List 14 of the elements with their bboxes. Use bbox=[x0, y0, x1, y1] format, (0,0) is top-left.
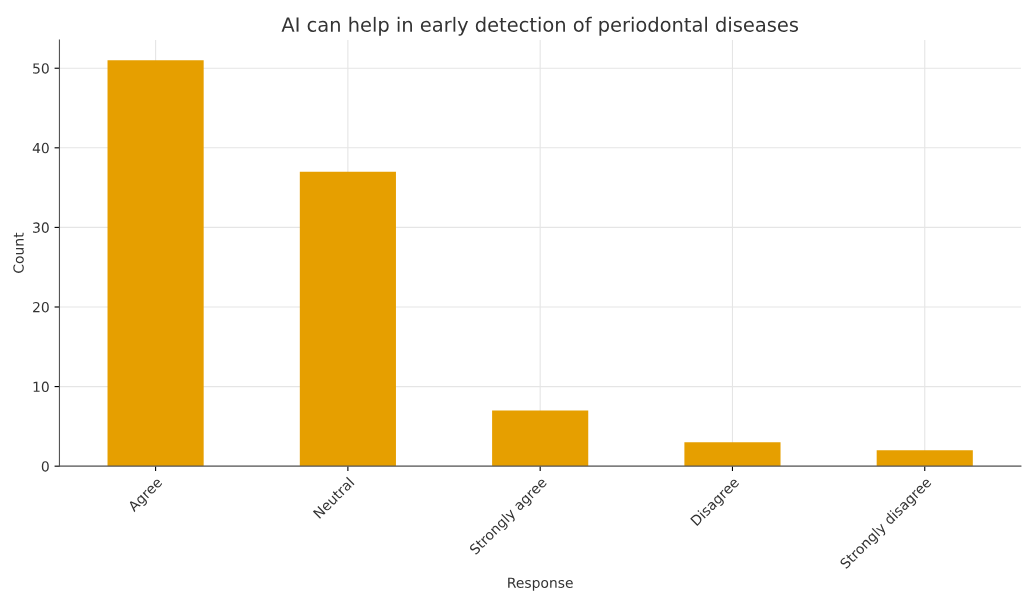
y-axis-title: Count bbox=[13, 232, 24, 273]
y-tick-label: 20 bbox=[33, 301, 49, 313]
bar bbox=[876, 450, 973, 467]
bar bbox=[107, 60, 204, 467]
y-tick-label: 30 bbox=[33, 222, 49, 233]
y-tick-label: 40 bbox=[32, 142, 49, 154]
bar bbox=[492, 410, 589, 467]
bar bbox=[684, 442, 781, 467]
y-tick-label: 50 bbox=[33, 63, 49, 74]
chart-title: AI can help in early detection of periodontal diseases bbox=[281, 16, 799, 36]
bar bbox=[299, 171, 396, 467]
y-tick-label: 10 bbox=[33, 381, 49, 393]
y-tick-label: 0 bbox=[41, 461, 49, 472]
x-axis-title: Response bbox=[508, 577, 573, 591]
